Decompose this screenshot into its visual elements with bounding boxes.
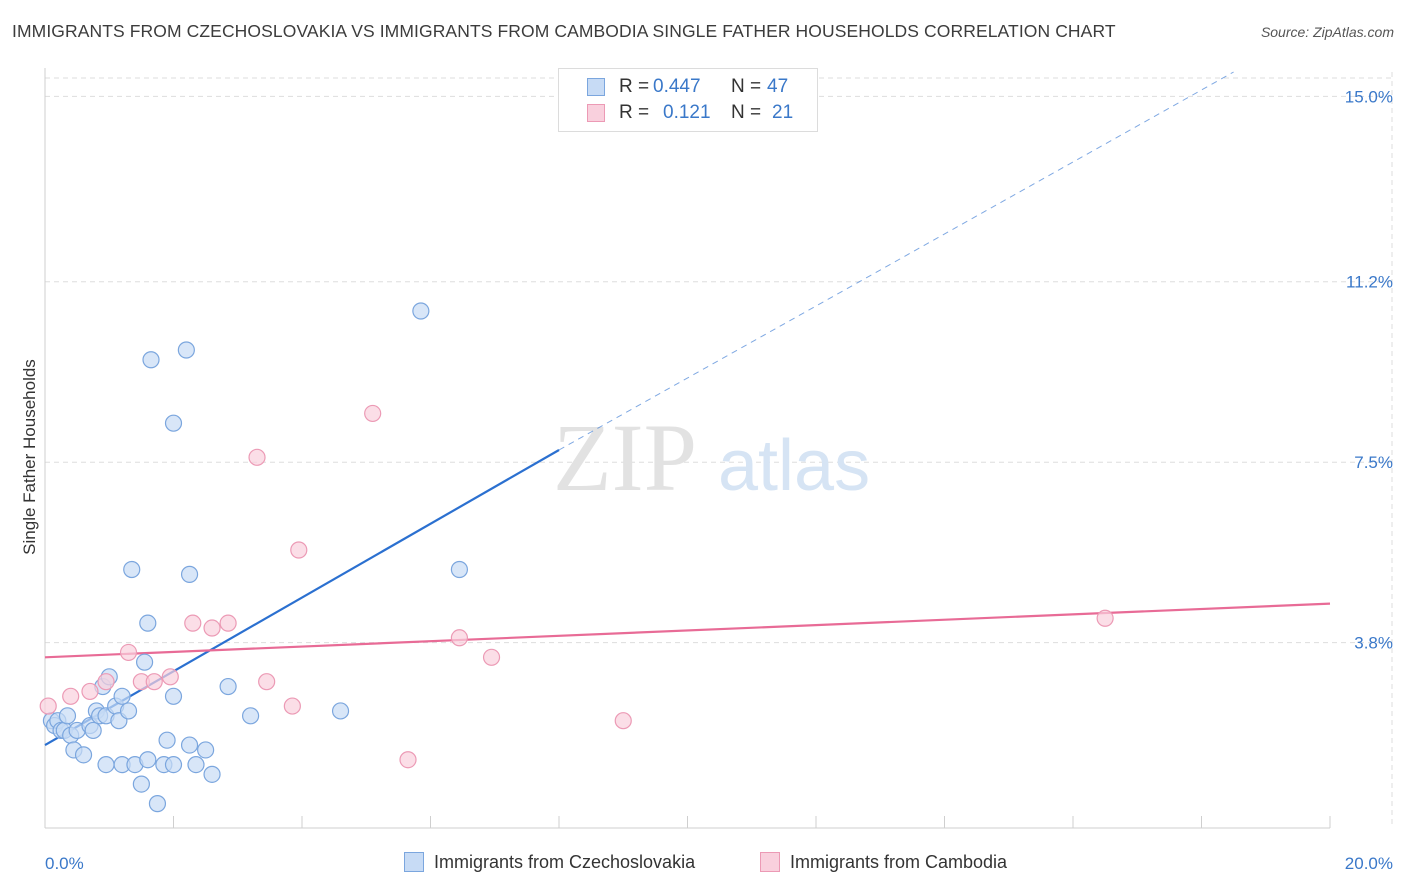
legend-n-label: N = [731,76,762,97]
point-czechoslovakia [135,653,154,671]
point-cambodia [482,648,501,666]
point-czechoslovakia [139,614,157,632]
legend-r-value: 0.121 [663,102,711,123]
pink-swatch [760,852,780,872]
trend-line-cambodia [44,602,1331,659]
gridlines [45,72,1393,828]
point-czechoslovakia [119,702,138,720]
chart-title: IMMIGRANTS FROM CZECHOSLOVAKIA VS IMMIGR… [12,21,1116,41]
legend-r-label: R = [619,76,650,97]
y-tick-label: 7.5% [1354,453,1393,472]
point-czechoslovakia [113,687,131,705]
point-czechoslovakia [97,755,115,774]
legend-n-value: 21 [772,102,794,123]
source-label: Source: ZipAtlas.com [1260,24,1394,40]
point-czechoslovakia [158,731,176,749]
legend-n-value: 47 [767,76,789,97]
point-cambodia [258,673,276,691]
point-czechoslovakia [123,560,141,579]
point-czechoslovakia [187,755,205,774]
legend-n-label: N = [731,102,762,123]
blue-swatch [404,852,424,872]
bottom-legend-label: Immigrants from Czechoslovakia [434,852,696,872]
bottom-legend-czechoslovakia: Immigrants from Czechoslovakia [404,852,695,873]
y-tick-label: 11.2% [1346,273,1393,292]
point-czechoslovakia [132,775,150,793]
point-czechoslovakia [58,707,77,725]
point-cambodia [219,614,237,632]
y-tick-label: 3.8% [1354,634,1393,653]
y-axis-label: Single Father Households [20,359,39,555]
point-cambodia [145,673,163,691]
point-czechoslovakia [242,707,260,725]
point-czechoslovakia [203,765,221,783]
correlation-legend: R = 0.447 N = 47 R = 0.121 N = 21 [558,68,818,132]
data-points [39,302,1114,813]
point-czechoslovakia [139,751,157,769]
point-cambodia [1096,609,1114,627]
point-cambodia [119,643,138,662]
point-czechoslovakia [84,721,102,740]
point-czechoslovakia [74,746,93,764]
blue-swatch [587,78,605,96]
point-czechoslovakia [331,702,350,720]
x-tick-label: 0.0% [45,854,84,873]
trend-line-czechoslovakia-projection [558,71,1234,451]
y-tick-label: 15.0% [1345,87,1393,106]
point-cambodia [450,629,469,647]
bottom-legend-cambodia: Immigrants from Cambodia [760,852,1007,873]
point-czechoslovakia [164,755,183,774]
point-czechoslovakia [180,736,199,754]
point-cambodia [81,682,99,701]
watermark-atlas: atlas [718,426,870,506]
point-cambodia [97,673,115,691]
point-cambodia [203,619,221,637]
point-cambodia [248,448,266,466]
tick-labels: 3.8% 7.5% 11.2% 15.0% 0.0% 20.0% [45,87,1393,873]
point-czechoslovakia [177,341,195,359]
point-czechoslovakia [450,560,469,579]
bottom-legend-label: Immigrants from Cambodia [790,852,1008,872]
point-cambodia [39,697,57,715]
point-czechoslovakia [164,687,183,705]
point-czechoslovakia [164,414,183,432]
point-czechoslovakia [142,351,160,369]
legend-r-label: R = [619,102,650,123]
point-cambodia [614,712,632,730]
watermark-zip: ZIP [553,404,697,511]
point-cambodia [399,751,417,769]
legend-r-value: 0.447 [653,76,701,97]
point-czechoslovakia [412,302,430,320]
point-czechoslovakia [148,795,167,813]
point-cambodia [184,614,202,632]
point-cambodia [161,668,179,686]
point-czechoslovakia [197,741,215,759]
point-cambodia [364,404,382,423]
point-cambodia [62,687,80,705]
x-tick-label: 20.0% [1345,854,1393,873]
point-cambodia [283,697,301,715]
point-czechoslovakia [180,565,199,583]
pink-swatch [587,104,605,122]
point-cambodia [290,541,308,559]
point-czechoslovakia [219,677,237,696]
